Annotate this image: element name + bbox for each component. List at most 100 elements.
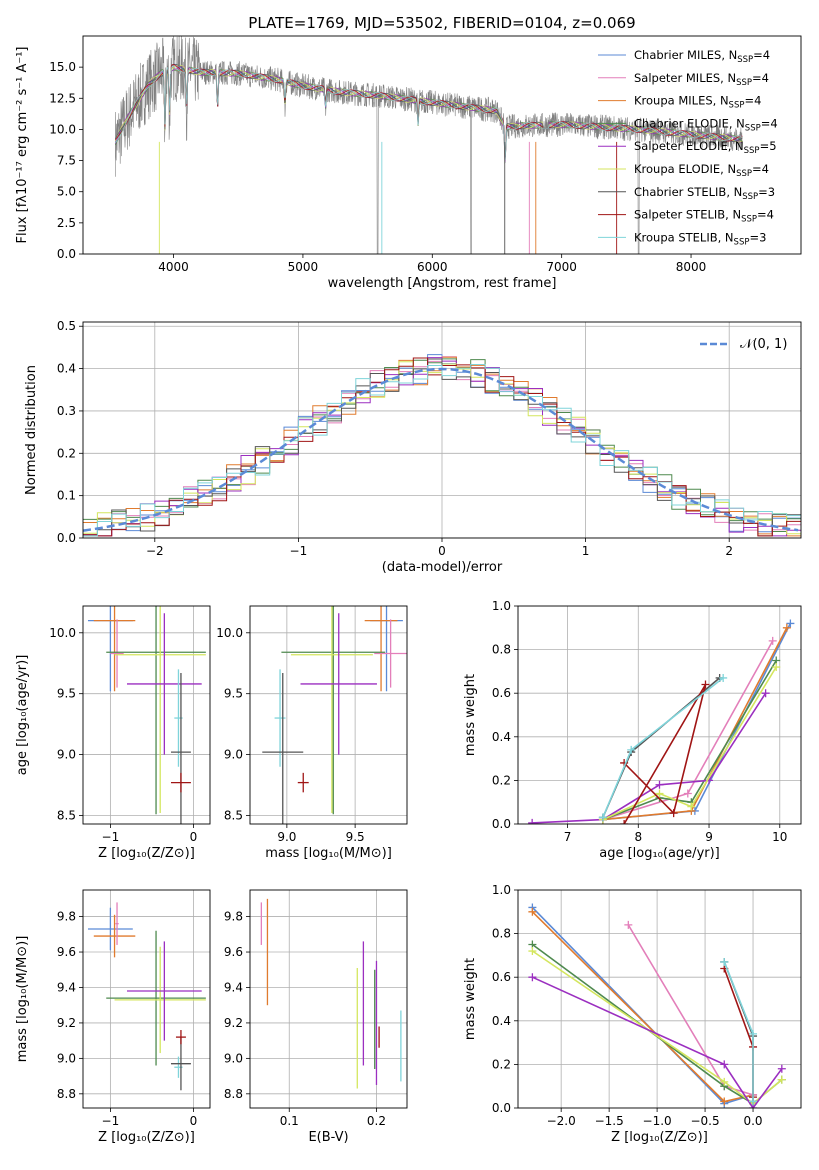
x-tick-label: 0 [438,544,446,558]
legend-subscript: SSP [736,169,752,179]
y-tick-label: 0.8 [492,643,511,657]
y-tick-label: 9.5 [224,687,243,701]
model-spectrum-kroupa_stelib [114,66,743,160]
x-tick-label: −1 [290,544,308,558]
legend-label: Chabrier STELIB, N [634,185,742,199]
y-tick-label: 1.0 [492,599,511,613]
y-tick-label: 2.5 [57,216,76,230]
x-axis-label: (data-model)/error [382,560,503,575]
legend-entry-normal: 𝒩(0, 1) [740,337,787,352]
series-marker-kroupa_stelib [598,813,607,822]
series-marker-salpeter_stelib [669,809,678,818]
series-marker-salpeter_miles [624,920,633,929]
series-marker-chabrier_miles [786,619,795,628]
chart-title: PLATE=1769, MJD=53502, FIBERID=0104, z=0… [248,14,635,32]
series-marker-salpeter_elodie [720,1060,729,1069]
panel-massweight_vs_Z: −2.0 −1.5 −1.0 −0.5 0.0 0.0 0.2 0.4 0.6 0.8 1.0 mas… [463,883,802,1145]
x-tick-label: −2.0 [547,1114,576,1128]
y-axis-label: mass weight [463,958,478,1040]
panel-mass_vs_ebv: 0.1 0.2 8.8 9.0 9.2 9.4 9.6 9.8 E(B-V) [224,889,408,1145]
axes-frame [82,605,211,825]
x-tick-label: 0.2 [367,1114,386,1128]
series-marker-kroupa_miles [782,623,791,632]
model-spectrum-salpeter_elodie [114,65,743,163]
axes-frame [517,605,802,825]
x-tick-label: 7 [564,830,572,844]
axes-frame [517,889,802,1109]
x-tick-label: 6000 [417,260,448,274]
legend-entry-salpeter_miles: Salpeter MILES, NSSP=4 [634,71,769,88]
panel-age_vs_mass: 9.0 9.5 8.5 9.0 9.5 10.0 mass [log₁₀(M/M⊙)] [216,605,408,861]
panel-mass_vs_Z: −1 0 8.8 9.0 9.2 9.4 9.6 9.8 mass [log₁₀(M/M⊙)] Z… [15,889,211,1145]
legend-suffix: =3 [758,185,775,199]
x-tick-label: 7000 [546,260,577,274]
y-tick-label: 0.0 [57,531,76,545]
series-marker-salpeter_elodie [777,1064,786,1073]
legend-subscript: SSP [736,78,752,88]
axes-frame [82,889,211,1109]
legend-entry-chabrier_stelib: Chabrier STELIB, NSSP=3 [634,185,775,202]
y-tick-label: 9.0 [57,748,76,762]
y-axis-label: age [log₁₀(age/yr)] [15,655,30,776]
series-marker-kroupa_elodie [720,1077,729,1086]
y-tick-label: 15.0 [49,60,76,74]
series-marker-kroupa_miles [720,1097,729,1106]
legend-suffix: =4 [753,48,770,62]
observed-spectrum-line [115,36,743,254]
y-tick-label: 9.4 [224,980,243,994]
y-axis-label: mass [log₁₀(M/M⊙)] [15,936,30,1063]
series-marker-kroupa_stelib [627,745,636,754]
y-tick-label: 9.0 [57,1051,76,1065]
series-marker-salpeter_elodie [761,689,770,698]
x-tick-label: −1 [102,1114,120,1128]
panel-spectrum: 4000 5000 6000 7000 8000 0.0 2.5 5.0 7.5 10.0 12.5… [15,14,802,291]
x-axis-label: wavelength [Angstrom, rest frame] [328,276,557,291]
series-line-salpeter_stelib [623,684,707,824]
legend-suffix: =4 [761,116,778,130]
x-axis-label: Z [log₁₀(Z/Z⊙)] [98,846,195,861]
legend-subscript: SSP [744,146,760,156]
normal-reference-curve [83,367,799,532]
y-tick-label: 9.2 [57,1016,76,1030]
series-marker-kroupa_elodie [528,947,537,956]
series-marker-salpeter_stelib [701,680,710,689]
y-tick-label: 0.0 [492,1101,511,1115]
y-tick-label: 10.0 [216,626,243,640]
y-tick-label: 9.0 [224,748,243,762]
x-axis-label: Z [log₁₀(Z/Z⊙)] [98,1130,195,1145]
y-tick-label: 9.8 [57,910,76,924]
x-tick-label: −1.5 [595,1114,624,1128]
legend-label: Chabrier MILES, N [634,48,737,62]
plot-area-massweight_vs_age [518,606,801,824]
plot-area-residuals [83,322,801,538]
panel-massweight_vs_age: 7 8 9 10 0.0 0.2 0.4 0.6 0.8 1.0 mass weight age [l… [463,599,802,861]
legend-label: Kroupa STELIB, N [634,230,734,244]
legend-entry-kroupa_miles: Kroupa MILES, NSSP=4 [634,94,761,111]
y-axis-label: mass weight [463,674,478,756]
y-tick-label: 0.5 [57,319,76,333]
x-tick-label: 8 [634,830,642,844]
legend-entry-kroupa_elodie: Kroupa ELODIE, NSSP=4 [634,162,769,179]
x-tick-label: 1 [582,544,590,558]
x-tick-label: 10 [772,830,787,844]
x-tick-label: 9 [705,830,713,844]
series-marker-kroupa_stelib [720,957,729,966]
y-tick-label: 0.4 [492,730,511,744]
y-tick-label: 7.5 [57,154,76,168]
legend-label: Kroupa ELODIE, N [634,162,736,176]
x-tick-label: −0.5 [690,1114,719,1128]
y-tick-label: 0.2 [492,1057,511,1071]
legend-entry-kroupa_stelib: Kroupa STELIB, NSSP=3 [634,230,766,247]
series-marker-kroupa_elodie [655,789,664,798]
legend-label: Salpeter ELODIE, N [634,139,744,153]
model-spectrum-kroupa_elodie [114,64,743,160]
legend-subscript: SSP [745,123,761,133]
legend-suffix: =4 [744,94,761,108]
legend-subscript: SSP [742,192,758,202]
plot-area-age_vs_mass [250,606,407,824]
plot-area-mass_vs_Z [83,890,210,1108]
y-tick-label: 5.0 [57,185,76,199]
series-marker-kroupa_stelib [749,1097,758,1106]
legend-subscript: SSP [729,101,745,111]
